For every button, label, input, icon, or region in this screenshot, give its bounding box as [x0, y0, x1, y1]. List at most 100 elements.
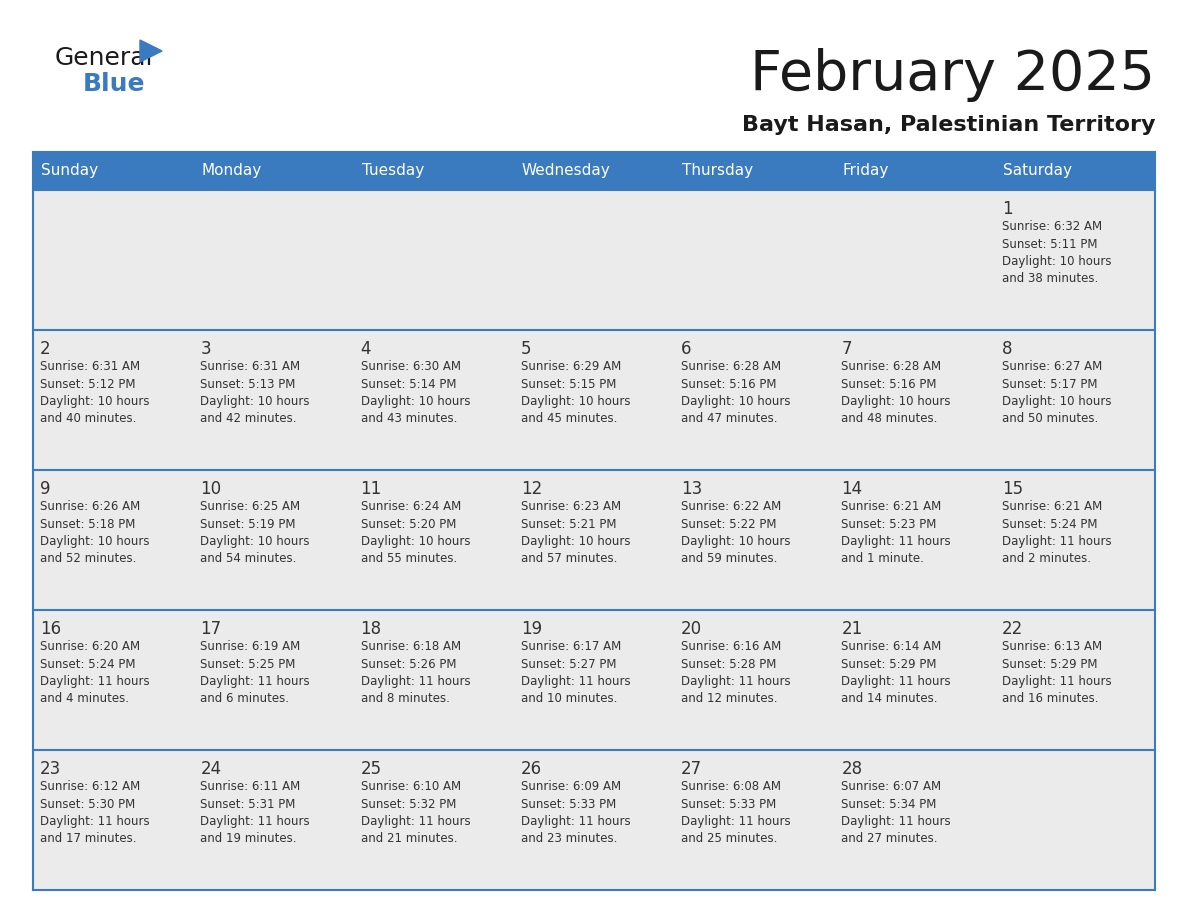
- Text: Sunrise: 6:09 AM
Sunset: 5:33 PM
Daylight: 11 hours
and 23 minutes.: Sunrise: 6:09 AM Sunset: 5:33 PM Dayligh…: [520, 780, 631, 845]
- Bar: [994, 190, 1155, 330]
- Text: Sunrise: 6:10 AM
Sunset: 5:32 PM
Daylight: 11 hours
and 21 minutes.: Sunrise: 6:10 AM Sunset: 5:32 PM Dayligh…: [361, 780, 470, 845]
- Bar: [354, 152, 514, 190]
- Text: Blue: Blue: [83, 72, 145, 96]
- Text: Sunrise: 6:27 AM
Sunset: 5:17 PM
Daylight: 10 hours
and 50 minutes.: Sunrise: 6:27 AM Sunset: 5:17 PM Dayligh…: [1001, 360, 1111, 426]
- Bar: [354, 190, 514, 330]
- Bar: [33, 152, 194, 190]
- Text: Sunrise: 6:17 AM
Sunset: 5:27 PM
Daylight: 11 hours
and 10 minutes.: Sunrise: 6:17 AM Sunset: 5:27 PM Dayligh…: [520, 640, 631, 706]
- Text: Sunrise: 6:11 AM
Sunset: 5:31 PM
Daylight: 11 hours
and 19 minutes.: Sunrise: 6:11 AM Sunset: 5:31 PM Dayligh…: [201, 780, 310, 845]
- Text: Sunrise: 6:31 AM
Sunset: 5:13 PM
Daylight: 10 hours
and 42 minutes.: Sunrise: 6:31 AM Sunset: 5:13 PM Dayligh…: [201, 360, 310, 426]
- Text: 7: 7: [841, 340, 852, 358]
- Text: Bayt Hasan, Palestinian Territory: Bayt Hasan, Palestinian Territory: [741, 115, 1155, 135]
- Text: 16: 16: [40, 620, 61, 638]
- Text: 10: 10: [201, 480, 221, 498]
- Text: Monday: Monday: [201, 163, 261, 178]
- Bar: [354, 750, 514, 890]
- Text: Sunrise: 6:30 AM
Sunset: 5:14 PM
Daylight: 10 hours
and 43 minutes.: Sunrise: 6:30 AM Sunset: 5:14 PM Dayligh…: [361, 360, 470, 426]
- Text: Sunrise: 6:22 AM
Sunset: 5:22 PM
Daylight: 10 hours
and 59 minutes.: Sunrise: 6:22 AM Sunset: 5:22 PM Dayligh…: [681, 500, 791, 565]
- Text: Sunrise: 6:21 AM
Sunset: 5:24 PM
Daylight: 11 hours
and 2 minutes.: Sunrise: 6:21 AM Sunset: 5:24 PM Dayligh…: [1001, 500, 1111, 565]
- Text: 21: 21: [841, 620, 862, 638]
- Text: Wednesday: Wednesday: [522, 163, 611, 178]
- Text: 2: 2: [40, 340, 51, 358]
- Text: 19: 19: [520, 620, 542, 638]
- Text: Sunrise: 6:32 AM
Sunset: 5:11 PM
Daylight: 10 hours
and 38 minutes.: Sunrise: 6:32 AM Sunset: 5:11 PM Dayligh…: [1001, 220, 1111, 285]
- Bar: [33, 610, 194, 750]
- Text: February 2025: February 2025: [750, 48, 1155, 102]
- Text: Sunrise: 6:31 AM
Sunset: 5:12 PM
Daylight: 10 hours
and 40 minutes.: Sunrise: 6:31 AM Sunset: 5:12 PM Dayligh…: [40, 360, 150, 426]
- Bar: [33, 330, 194, 470]
- Text: 11: 11: [361, 480, 381, 498]
- Text: 23: 23: [40, 760, 62, 778]
- Bar: [194, 152, 354, 190]
- Polygon shape: [140, 40, 162, 62]
- Bar: [834, 330, 994, 470]
- Bar: [674, 152, 834, 190]
- Bar: [194, 330, 354, 470]
- Text: 14: 14: [841, 480, 862, 498]
- Text: Sunrise: 6:16 AM
Sunset: 5:28 PM
Daylight: 11 hours
and 12 minutes.: Sunrise: 6:16 AM Sunset: 5:28 PM Dayligh…: [681, 640, 791, 706]
- Text: Sunrise: 6:19 AM
Sunset: 5:25 PM
Daylight: 11 hours
and 6 minutes.: Sunrise: 6:19 AM Sunset: 5:25 PM Dayligh…: [201, 640, 310, 706]
- Text: Sunrise: 6:20 AM
Sunset: 5:24 PM
Daylight: 11 hours
and 4 minutes.: Sunrise: 6:20 AM Sunset: 5:24 PM Dayligh…: [40, 640, 150, 706]
- Text: 5: 5: [520, 340, 531, 358]
- Text: Sunday: Sunday: [42, 163, 99, 178]
- Text: Sunrise: 6:28 AM
Sunset: 5:16 PM
Daylight: 10 hours
and 47 minutes.: Sunrise: 6:28 AM Sunset: 5:16 PM Dayligh…: [681, 360, 791, 426]
- Bar: [33, 190, 194, 330]
- Bar: [194, 190, 354, 330]
- Text: Sunrise: 6:26 AM
Sunset: 5:18 PM
Daylight: 10 hours
and 52 minutes.: Sunrise: 6:26 AM Sunset: 5:18 PM Dayligh…: [40, 500, 150, 565]
- Text: Sunrise: 6:08 AM
Sunset: 5:33 PM
Daylight: 11 hours
and 25 minutes.: Sunrise: 6:08 AM Sunset: 5:33 PM Dayligh…: [681, 780, 791, 845]
- Text: Sunrise: 6:23 AM
Sunset: 5:21 PM
Daylight: 10 hours
and 57 minutes.: Sunrise: 6:23 AM Sunset: 5:21 PM Dayligh…: [520, 500, 631, 565]
- Bar: [994, 152, 1155, 190]
- Text: General: General: [55, 46, 153, 70]
- Text: 4: 4: [361, 340, 371, 358]
- Bar: [354, 330, 514, 470]
- Text: Sunrise: 6:14 AM
Sunset: 5:29 PM
Daylight: 11 hours
and 14 minutes.: Sunrise: 6:14 AM Sunset: 5:29 PM Dayligh…: [841, 640, 952, 706]
- Bar: [194, 610, 354, 750]
- Bar: [514, 190, 674, 330]
- Text: Sunrise: 6:24 AM
Sunset: 5:20 PM
Daylight: 10 hours
and 55 minutes.: Sunrise: 6:24 AM Sunset: 5:20 PM Dayligh…: [361, 500, 470, 565]
- Text: Sunrise: 6:28 AM
Sunset: 5:16 PM
Daylight: 10 hours
and 48 minutes.: Sunrise: 6:28 AM Sunset: 5:16 PM Dayligh…: [841, 360, 950, 426]
- Bar: [674, 190, 834, 330]
- Text: Tuesday: Tuesday: [361, 163, 424, 178]
- Bar: [33, 470, 194, 610]
- Bar: [674, 610, 834, 750]
- Text: 27: 27: [681, 760, 702, 778]
- Text: 9: 9: [40, 480, 51, 498]
- Text: 24: 24: [201, 760, 221, 778]
- Text: 28: 28: [841, 760, 862, 778]
- Text: 18: 18: [361, 620, 381, 638]
- Text: 1: 1: [1001, 200, 1012, 218]
- Bar: [674, 470, 834, 610]
- Bar: [834, 190, 994, 330]
- Text: Sunrise: 6:18 AM
Sunset: 5:26 PM
Daylight: 11 hours
and 8 minutes.: Sunrise: 6:18 AM Sunset: 5:26 PM Dayligh…: [361, 640, 470, 706]
- Text: 3: 3: [201, 340, 211, 358]
- Text: 13: 13: [681, 480, 702, 498]
- Bar: [194, 470, 354, 610]
- Bar: [994, 610, 1155, 750]
- Text: 17: 17: [201, 620, 221, 638]
- Bar: [33, 750, 194, 890]
- Bar: [834, 610, 994, 750]
- Text: Friday: Friday: [842, 163, 889, 178]
- Text: 20: 20: [681, 620, 702, 638]
- Bar: [994, 750, 1155, 890]
- Bar: [514, 610, 674, 750]
- Text: 22: 22: [1001, 620, 1023, 638]
- Text: Sunrise: 6:13 AM
Sunset: 5:29 PM
Daylight: 11 hours
and 16 minutes.: Sunrise: 6:13 AM Sunset: 5:29 PM Dayligh…: [1001, 640, 1111, 706]
- Text: 26: 26: [520, 760, 542, 778]
- Bar: [514, 152, 674, 190]
- Text: 6: 6: [681, 340, 691, 358]
- Bar: [354, 470, 514, 610]
- Bar: [514, 750, 674, 890]
- Text: 8: 8: [1001, 340, 1012, 358]
- Text: Saturday: Saturday: [1003, 163, 1072, 178]
- Bar: [834, 750, 994, 890]
- Bar: [514, 330, 674, 470]
- Bar: [994, 470, 1155, 610]
- Bar: [834, 152, 994, 190]
- Bar: [194, 750, 354, 890]
- Text: Sunrise: 6:29 AM
Sunset: 5:15 PM
Daylight: 10 hours
and 45 minutes.: Sunrise: 6:29 AM Sunset: 5:15 PM Dayligh…: [520, 360, 631, 426]
- Text: Sunrise: 6:12 AM
Sunset: 5:30 PM
Daylight: 11 hours
and 17 minutes.: Sunrise: 6:12 AM Sunset: 5:30 PM Dayligh…: [40, 780, 150, 845]
- Bar: [514, 470, 674, 610]
- Text: Sunrise: 6:21 AM
Sunset: 5:23 PM
Daylight: 11 hours
and 1 minute.: Sunrise: 6:21 AM Sunset: 5:23 PM Dayligh…: [841, 500, 952, 565]
- Bar: [674, 330, 834, 470]
